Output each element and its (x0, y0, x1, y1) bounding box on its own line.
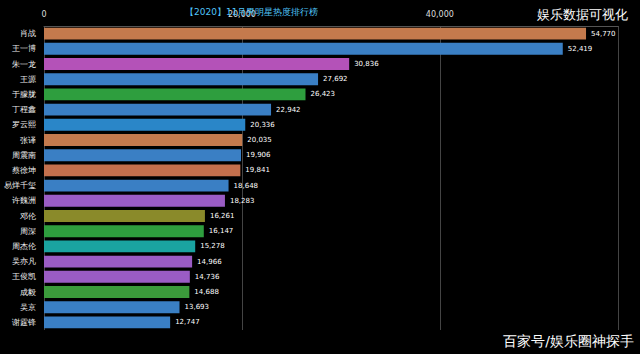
svg-text:娱乐数据可视化: 娱乐数据可视化 (537, 7, 628, 22)
svg-text:王俊凯: 王俊凯 (12, 272, 36, 281)
svg-text:于朦胧: 于朦胧 (12, 90, 36, 99)
svg-text:吴京: 吴京 (20, 303, 36, 312)
svg-text:易烊千玺: 易烊千玺 (4, 181, 36, 190)
svg-text:20,035: 20,035 (247, 136, 272, 144)
svg-text:谢霆锋: 谢霆锋 (12, 318, 36, 327)
svg-text:54,770: 54,770 (591, 30, 616, 38)
svg-text:邓伦: 邓伦 (20, 212, 36, 221)
svg-text:吴亦凡: 吴亦凡 (12, 257, 36, 266)
svg-text:周杰伦: 周杰伦 (12, 242, 36, 251)
svg-text:丁程鑫: 丁程鑫 (12, 105, 36, 114)
svg-text:40,000: 40,000 (426, 10, 454, 19)
svg-text:罗云熙: 罗云熙 (12, 120, 36, 129)
svg-text:18,283: 18,283 (230, 197, 255, 205)
svg-text:0: 0 (41, 10, 46, 19)
svg-text:周震南: 周震南 (12, 151, 36, 160)
svg-text:蔡徐坤: 蔡徐坤 (12, 166, 36, 175)
svg-text:27,692: 27,692 (323, 75, 348, 83)
svg-text:16,261: 16,261 (210, 212, 235, 220)
svg-text:16,147: 16,147 (209, 227, 234, 235)
svg-text:朱一龙: 朱一龙 (12, 60, 36, 69)
svg-text:14,736: 14,736 (195, 273, 220, 281)
svg-text:26,423: 26,423 (310, 90, 335, 98)
svg-text:12,747: 12,747 (175, 318, 200, 326)
svg-text:52,419: 52,419 (568, 45, 593, 53)
svg-text:许魏洲: 许魏洲 (12, 196, 36, 205)
svg-text:王源: 王源 (20, 75, 36, 84)
svg-text:周深: 周深 (20, 227, 36, 236)
svg-text:20,336: 20,336 (250, 121, 275, 129)
svg-text:22,942: 22,942 (276, 106, 301, 114)
svg-text:张译: 张译 (20, 136, 36, 145)
svg-text:百家号/娱乐圈神探手: 百家号/娱乐圈神探手 (503, 333, 634, 349)
svg-text:14,688: 14,688 (194, 288, 219, 296)
svg-text:肖战: 肖战 (20, 29, 36, 38)
svg-text:18,648: 18,648 (234, 182, 259, 190)
svg-text:王一博: 王一博 (12, 44, 36, 53)
svg-text:19,906: 19,906 (246, 151, 271, 159)
svg-text:15,278: 15,278 (200, 242, 225, 250)
svg-text:成毅: 成毅 (20, 288, 36, 297)
svg-text:19,841: 19,841 (245, 166, 269, 174)
svg-text:14,966: 14,966 (197, 258, 222, 266)
svg-text:30,836: 30,836 (354, 60, 379, 68)
svg-text:13,693: 13,693 (185, 303, 210, 311)
svg-text:【2020】11月男明星热度排行榜: 【2020】11月男明星热度排行榜 (185, 7, 318, 17)
